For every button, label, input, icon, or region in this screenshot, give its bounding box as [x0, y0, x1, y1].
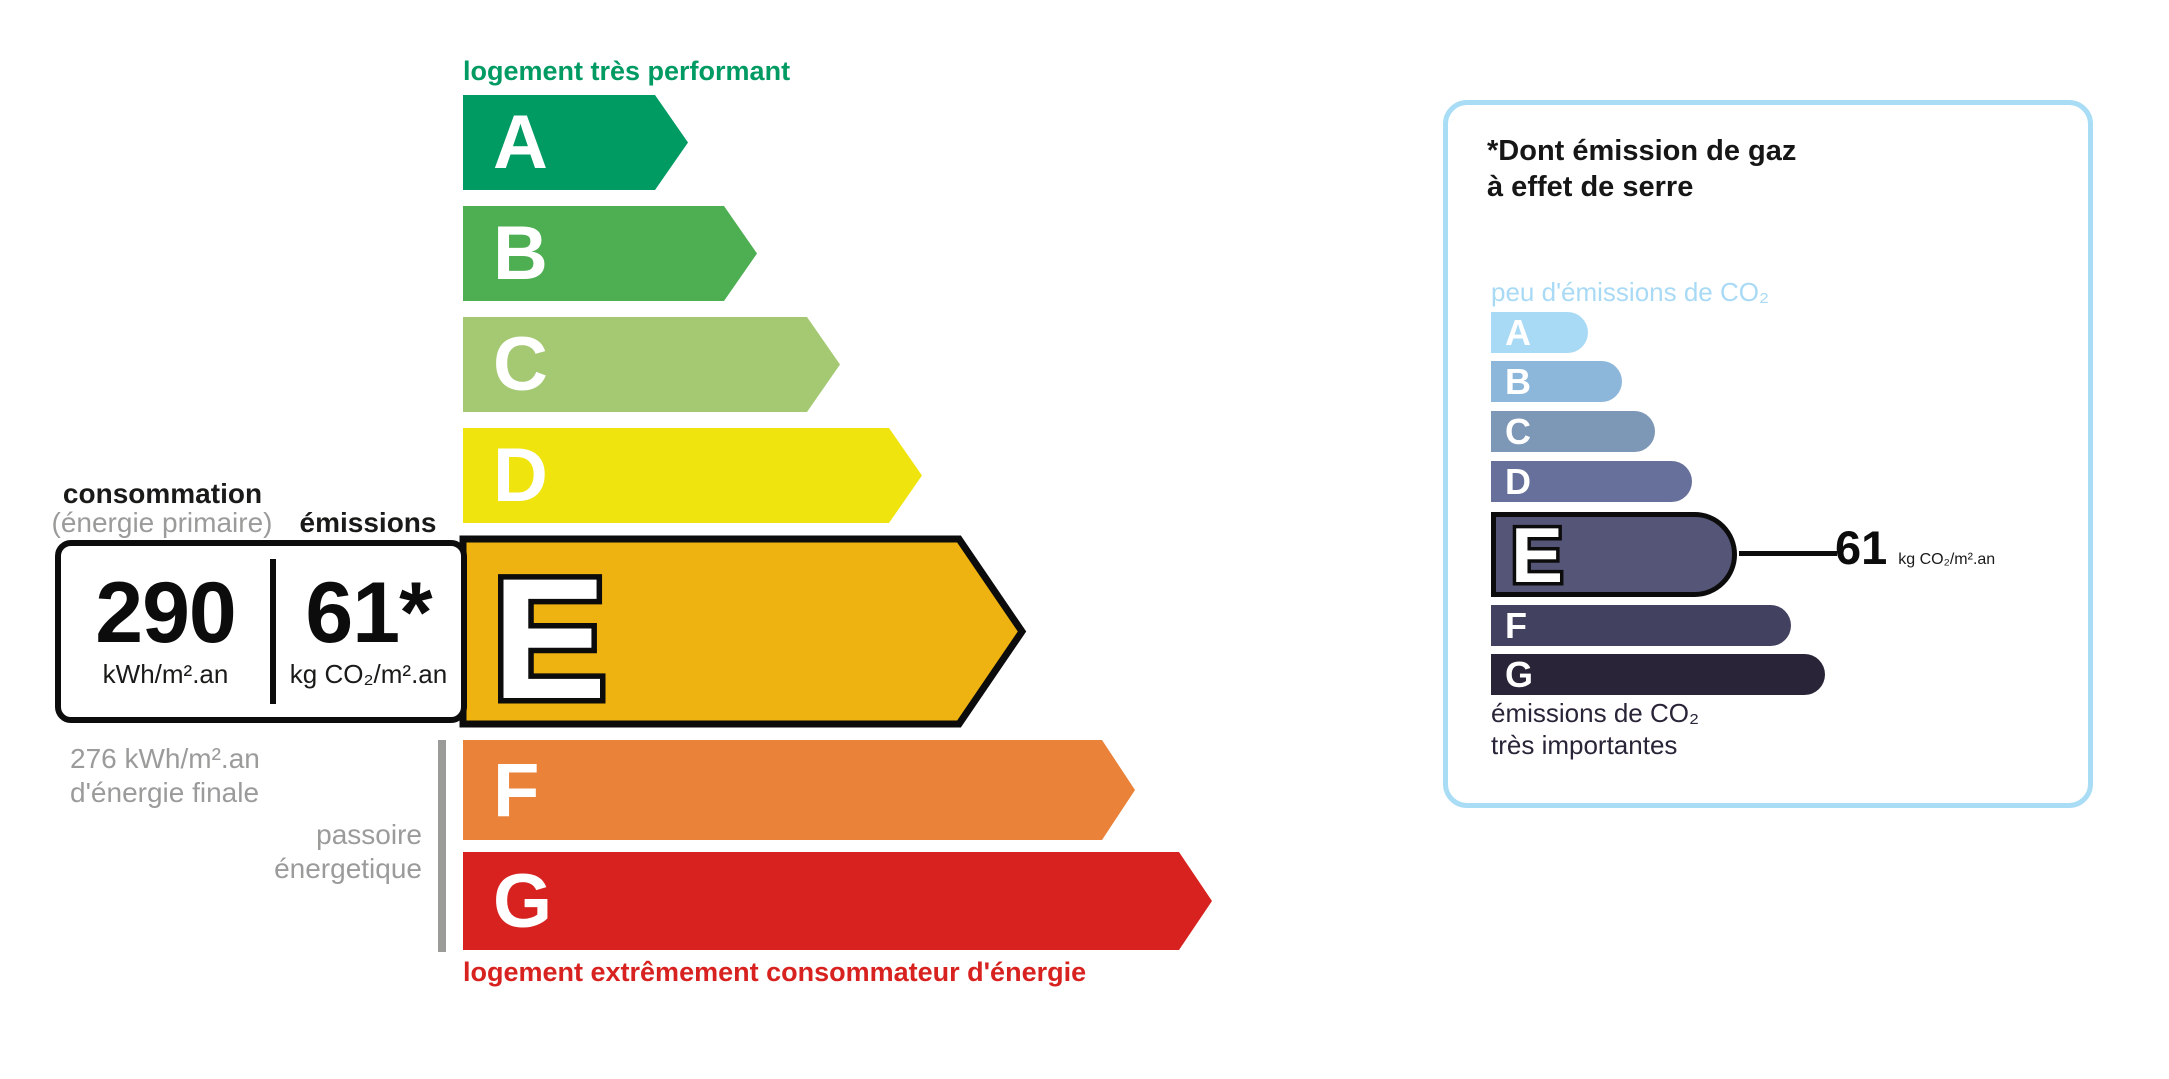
- co2-bar-d-letter: D: [1505, 460, 1531, 502]
- co2-bar-f: F: [1491, 605, 1791, 646]
- co2-worst-label: émissions de CO₂ très importantes: [1491, 697, 1699, 761]
- energy-bar-d-letter: D: [493, 433, 548, 518]
- co2-value-group: 61 kg CO₂/m².an: [1835, 524, 1995, 571]
- co2-value: 61: [1835, 521, 1888, 574]
- energy-sieve-line2: énergetique: [274, 853, 422, 884]
- co2-bar-e-selected: E: [1491, 507, 1737, 602]
- consumption-unit: kWh/m².an: [102, 658, 229, 689]
- co2-bar-b: B: [1491, 361, 1622, 402]
- emissions-unit: kg CO₂/m².an: [289, 658, 448, 689]
- co2-bar-e-letter: E: [1511, 511, 1563, 599]
- energy-bar-d: D: [463, 428, 922, 523]
- co2-value-connector-line: [1739, 551, 1837, 556]
- emissions-cell: 61* kg CO₂/m².an: [276, 546, 461, 717]
- co2-bar-b-letter: B: [1505, 360, 1531, 402]
- co2-bar-d: D: [1491, 461, 1692, 502]
- co2-worst-line2: très importantes: [1491, 730, 1678, 760]
- co2-value-unit: kg CO₂/m².an: [1898, 551, 1996, 568]
- energy-bar-b: B: [463, 206, 757, 301]
- energy-bar-e-selected: E: [459, 535, 1027, 741]
- energy-best-label: logement très performant: [463, 56, 791, 86]
- co2-bar-c-letter: C: [1505, 410, 1531, 452]
- co2-bar-e-letter-svg: E: [1508, 507, 1567, 602]
- final-energy-note: 276 kWh/m².an d'énergie finale: [70, 742, 260, 810]
- co2-panel-title-line1: *Dont émission de gaz: [1487, 135, 1797, 167]
- emissions-column-label: émissions: [299, 507, 437, 538]
- energy-bar-g: G: [463, 852, 1212, 950]
- energy-bar-c-letter: C: [493, 322, 548, 407]
- consumption-box: 290 kWh/m².an 61* kg CO₂/m².an: [55, 540, 467, 723]
- consumption-column-label: consommation: [62, 478, 263, 509]
- final-energy-line2: d'énergie finale: [70, 777, 260, 808]
- energy-sieve-label: passoire énergetique: [222, 818, 422, 886]
- emissions-value: 61*: [305, 565, 432, 662]
- co2-bar-c: C: [1491, 411, 1655, 452]
- energy-bar-f-letter: F: [493, 747, 540, 833]
- energy-sieve-bracket: [438, 740, 446, 952]
- energy-bar-a: A: [463, 95, 688, 190]
- co2-bar-a-letter: A: [1505, 311, 1531, 353]
- co2-bar-g: G: [1491, 654, 1825, 695]
- co2-bar-g-letter: G: [1505, 653, 1534, 695]
- box-divider: [270, 559, 276, 704]
- energy-bar-e-letter: E: [492, 543, 607, 735]
- co2-best-label: peu d'émissions de CO₂: [1491, 277, 1770, 307]
- energy-bar-c: C: [463, 317, 840, 412]
- energy-sieve-line1: passoire: [316, 819, 422, 850]
- co2-panel: *Dont émission de gaz à effet de serre p…: [1443, 100, 2093, 808]
- energy-worst-label: logement extrêmement consommateur d'éner…: [463, 957, 1087, 987]
- co2-panel-title: *Dont émission de gaz à effet de serre: [1487, 133, 1796, 205]
- co2-worst-line1: émissions de CO₂: [1491, 698, 1700, 728]
- consumption-value: 290: [95, 565, 236, 662]
- energy-bar-a-letter: A: [493, 100, 548, 185]
- energy-bar-g-letter: G: [493, 858, 553, 944]
- co2-bar-f-letter: F: [1505, 604, 1527, 646]
- consumption-cell: 290 kWh/m².an: [61, 546, 270, 717]
- energy-bar-f: F: [463, 740, 1135, 840]
- co2-bar-a: A: [1491, 312, 1588, 353]
- energy-bar-b-letter: B: [493, 211, 548, 296]
- final-energy-line1: 276 kWh/m².an: [70, 743, 260, 774]
- primary-energy-sublabel: (énergie primaire): [51, 507, 273, 538]
- co2-panel-title-line2: à effet de serre: [1487, 171, 1694, 203]
